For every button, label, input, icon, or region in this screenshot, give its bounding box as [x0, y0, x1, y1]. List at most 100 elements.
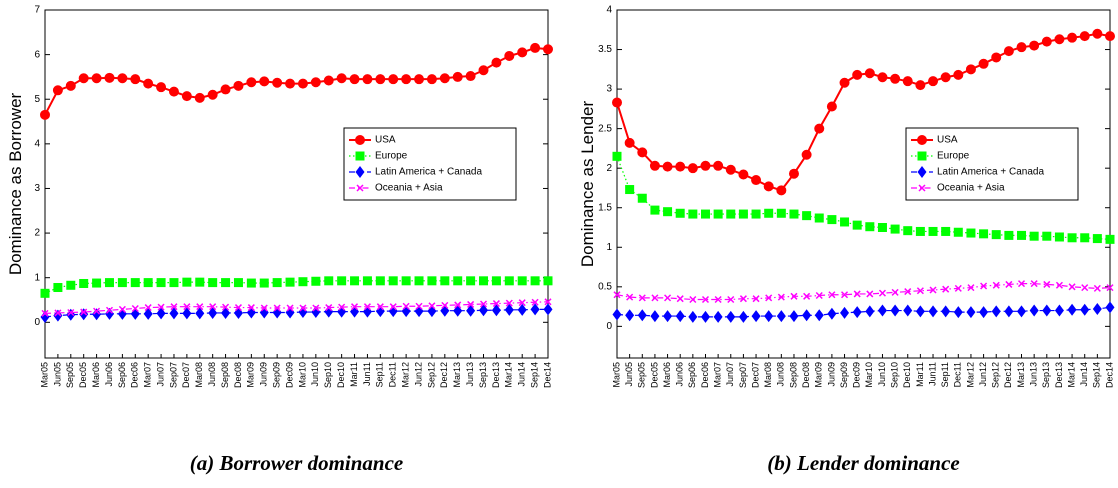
x-tick-label: Jun09: [259, 362, 269, 387]
legend-label: Latin America + Canada: [937, 167, 1044, 178]
y-axis-label: Dominance as Borrower: [6, 92, 25, 275]
x-tick-label: Mar06: [91, 362, 101, 388]
marker: [663, 207, 673, 217]
marker: [840, 217, 850, 227]
marker: [953, 306, 963, 319]
marker: [492, 300, 500, 308]
marker: [530, 276, 540, 286]
x-tick-label: Mar13: [1016, 362, 1026, 388]
marker: [801, 149, 812, 160]
marker: [980, 282, 988, 290]
legend-box: [905, 127, 1079, 201]
x-tick-label: Sep10: [889, 362, 899, 388]
series-line: [616, 306, 1111, 318]
marker: [491, 57, 502, 68]
marker: [285, 277, 295, 287]
marker: [839, 77, 850, 88]
marker: [626, 293, 634, 301]
marker: [713, 160, 724, 171]
marker: [814, 309, 824, 322]
marker: [890, 304, 900, 317]
x-tick-label: Dec13: [491, 362, 501, 388]
marker: [917, 166, 927, 178]
marker: [441, 301, 449, 309]
legend-label: Oceania + Asia: [937, 183, 1005, 194]
marker: [131, 304, 139, 313]
x-tick-label: Jun07: [155, 362, 165, 387]
marker: [518, 299, 526, 307]
marker: [375, 276, 385, 286]
marker: [625, 309, 635, 322]
marker: [402, 302, 410, 310]
marker: [979, 306, 989, 319]
x-tick-label: Sep09: [272, 362, 282, 388]
x-tick-label: Mar07: [143, 362, 153, 388]
x-tick-label: Sep05: [65, 362, 75, 388]
y-tick-label: 2.5: [598, 123, 612, 134]
marker: [298, 277, 308, 287]
x-tick-label: Dec05: [649, 362, 659, 388]
marker: [700, 209, 710, 219]
marker: [362, 276, 372, 286]
x-tick-label: Mar13: [452, 362, 462, 388]
marker: [325, 304, 333, 312]
marker: [929, 286, 937, 294]
marker: [220, 84, 231, 95]
marker: [117, 278, 127, 288]
x-tick-label: Dec11: [953, 362, 963, 387]
marker: [234, 304, 242, 312]
marker: [233, 278, 243, 288]
marker: [954, 284, 962, 292]
marker: [517, 276, 527, 286]
marker: [530, 303, 540, 316]
marker: [764, 310, 774, 323]
x-tick-label: Dec10: [336, 362, 346, 388]
legend-label: USA: [375, 135, 396, 146]
y-tick-label: 3: [606, 84, 612, 95]
marker: [764, 208, 774, 218]
marker: [221, 278, 231, 288]
marker: [349, 74, 360, 85]
marker: [803, 292, 811, 300]
series-line: [44, 46, 549, 116]
marker: [904, 288, 912, 296]
series-line: [44, 308, 548, 318]
y-tick-label: 7: [34, 5, 40, 16]
marker: [1029, 231, 1039, 241]
legend-label: Oceania + Asia: [375, 183, 443, 194]
x-tick-label: Sep11: [940, 362, 950, 387]
marker: [465, 71, 476, 82]
marker: [336, 73, 347, 84]
x-tick-label: Sep14: [1092, 362, 1102, 388]
series-line: [616, 283, 1111, 301]
series: [612, 28, 1115, 196]
marker: [1105, 31, 1115, 42]
marker: [689, 295, 697, 304]
series-line: [44, 301, 549, 314]
series: [40, 42, 553, 120]
marker: [78, 73, 89, 84]
x-tick-label: Mar14: [504, 362, 514, 388]
marker: [351, 303, 359, 311]
marker: [207, 89, 218, 100]
caption: (a) Borrower dominance: [190, 451, 404, 475]
marker: [338, 303, 346, 311]
x-tick-label: Jun06: [104, 362, 114, 387]
marker: [285, 78, 296, 89]
marker: [1081, 284, 1089, 292]
series-line: [616, 156, 1111, 240]
marker: [826, 101, 837, 112]
marker: [852, 69, 863, 80]
marker: [66, 280, 76, 290]
marker: [312, 304, 320, 312]
marker: [479, 276, 489, 286]
x-tick-label: Dec07: [750, 362, 760, 388]
marker: [272, 278, 282, 288]
marker: [738, 310, 748, 323]
marker: [662, 161, 673, 172]
marker: [273, 304, 281, 312]
marker: [915, 226, 925, 236]
marker: [363, 303, 371, 311]
marker: [865, 222, 875, 232]
marker: [726, 209, 736, 219]
